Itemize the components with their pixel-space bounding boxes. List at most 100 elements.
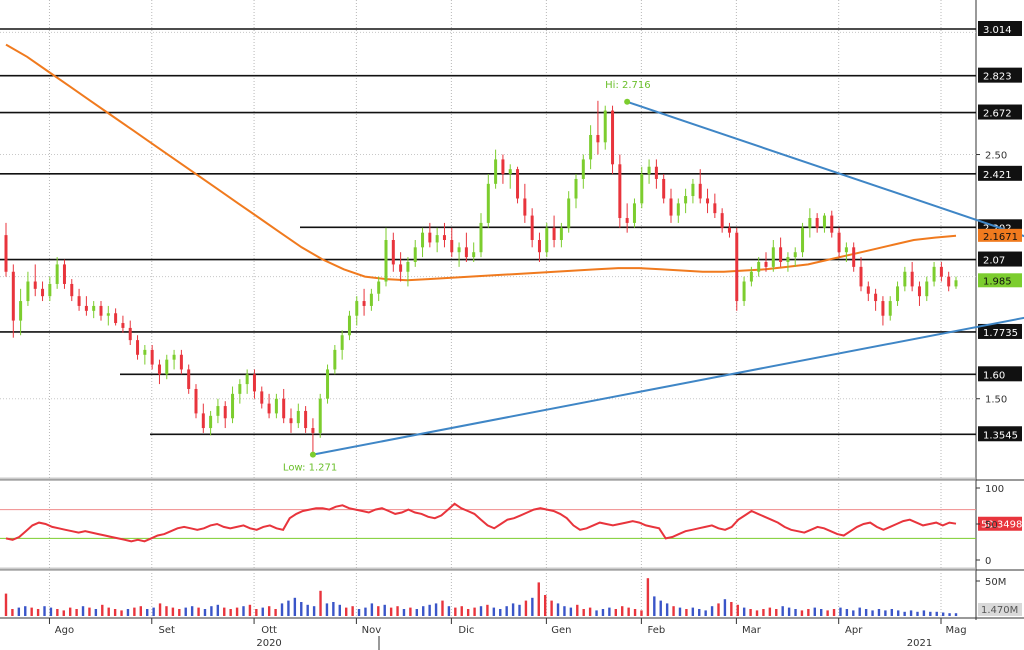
candle-body xyxy=(223,406,227,419)
level-label: 1.7735 xyxy=(983,328,1018,339)
candle-body xyxy=(581,159,585,179)
volume-bar xyxy=(139,606,142,616)
volume-bar xyxy=(274,609,277,616)
volume-bar xyxy=(627,607,630,616)
volume-bar xyxy=(633,609,637,616)
volume-bar xyxy=(88,607,91,616)
volume-bar xyxy=(550,600,553,616)
volume-bar xyxy=(261,607,264,616)
candle-body xyxy=(625,218,629,223)
volume-bar xyxy=(608,607,611,616)
volume-bar xyxy=(223,607,226,616)
volume-bar xyxy=(723,599,727,616)
candle-body xyxy=(121,323,125,328)
volume-bar xyxy=(794,609,797,616)
candle-body xyxy=(516,169,520,199)
candle-body xyxy=(793,252,797,258)
volume-bar xyxy=(569,607,573,616)
volume-bar xyxy=(954,613,958,616)
volume-bar xyxy=(383,604,386,616)
trendlines xyxy=(312,100,1024,456)
candle-body xyxy=(143,349,147,355)
candle-body xyxy=(289,418,293,424)
volume-bar xyxy=(113,609,117,616)
level-tag xyxy=(978,21,1022,37)
volume-bar xyxy=(832,609,836,616)
candle-body xyxy=(369,293,373,306)
vertical-gridlines xyxy=(0,0,976,618)
level-tag xyxy=(978,104,1022,120)
year-label: 2021 xyxy=(907,638,932,649)
candle-body xyxy=(713,203,717,214)
price-tick-label: 2.50 xyxy=(985,151,1007,162)
candle-body xyxy=(574,178,578,199)
candle-body xyxy=(340,335,344,350)
candle-body xyxy=(165,359,169,375)
rsi-last-label: 50.3498 xyxy=(981,520,1022,531)
volume-bar xyxy=(601,609,605,616)
candle-body xyxy=(11,271,15,321)
volume-bar xyxy=(762,609,765,616)
month-label: Dic xyxy=(458,625,474,636)
volume-bar xyxy=(120,610,123,616)
volume-bar xyxy=(621,606,624,616)
candle-body xyxy=(903,271,907,287)
level-label: 2.202 xyxy=(983,223,1012,234)
trendline xyxy=(312,316,1024,456)
candle-body xyxy=(406,261,410,272)
candle-body xyxy=(618,164,622,219)
volume-bar xyxy=(768,607,772,616)
volume-bar xyxy=(473,607,476,616)
candlesticks xyxy=(4,100,958,455)
rsi-tick-label: 100 xyxy=(985,484,1004,495)
volume-bar xyxy=(916,611,919,616)
rsi-tick-label: 50 xyxy=(985,520,998,531)
candle-body xyxy=(252,374,256,392)
low-label: Low: 1.271 xyxy=(283,463,337,474)
candle-body xyxy=(771,247,775,267)
candle-body xyxy=(114,313,118,324)
volume-bar xyxy=(922,610,926,616)
low-marker xyxy=(309,451,316,458)
candle-body xyxy=(296,410,300,424)
volume-bar xyxy=(614,609,617,616)
candle-body xyxy=(735,232,739,302)
volume-bar xyxy=(518,604,521,616)
volume-bar xyxy=(255,609,258,616)
volume-bar xyxy=(370,603,374,616)
candle-body xyxy=(910,271,914,287)
volume-bar xyxy=(248,604,252,616)
volume-bar xyxy=(107,607,110,616)
volume-bar xyxy=(351,606,354,616)
volume-bar xyxy=(653,596,656,616)
panel-frames xyxy=(0,0,1024,620)
volume-bar xyxy=(755,610,759,616)
candle-body xyxy=(837,232,841,253)
candle-body xyxy=(764,261,768,267)
ma-label: 2.1671 xyxy=(983,232,1018,243)
month-label: Mar xyxy=(742,625,762,636)
volume-bar xyxy=(775,609,778,616)
candle-body xyxy=(874,293,878,302)
rsi-line xyxy=(5,502,957,543)
candle-body xyxy=(84,305,88,311)
candle-body xyxy=(567,198,571,228)
volume-last-label: 1.470M xyxy=(981,605,1018,616)
candle-body xyxy=(55,264,59,284)
candle-body xyxy=(632,203,636,223)
volume-bar xyxy=(133,607,136,616)
volume-bar xyxy=(704,610,707,616)
volume-bar xyxy=(11,609,14,616)
volume-bar xyxy=(839,607,842,616)
candle-body xyxy=(808,218,812,228)
volume-bar xyxy=(81,606,85,616)
volume-bar xyxy=(646,578,650,616)
candle-body xyxy=(333,349,337,370)
level-label: 2.07 xyxy=(983,256,1005,267)
volume-bar xyxy=(49,607,53,616)
volume-bar xyxy=(813,607,816,616)
candle-body xyxy=(267,403,271,414)
candle-body xyxy=(136,340,140,355)
candle-body xyxy=(464,247,468,258)
candle-body xyxy=(435,235,439,243)
